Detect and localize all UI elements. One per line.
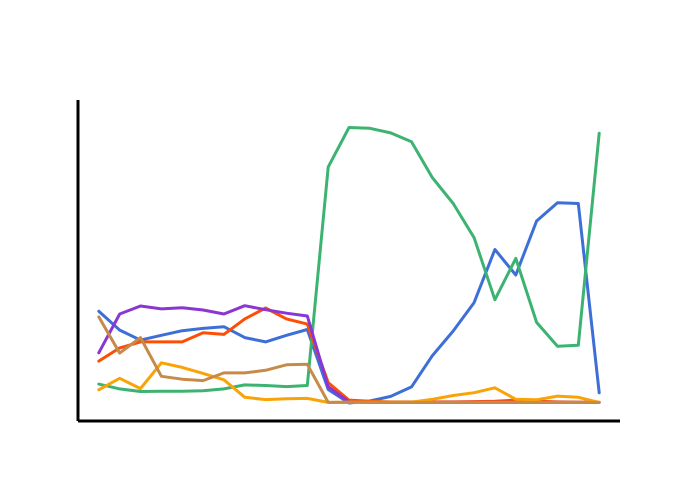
series-line-2 [97, 126, 601, 393]
series-line-1 [97, 201, 601, 405]
series-line-4 [97, 304, 601, 404]
series-line-5 [97, 361, 601, 404]
series-line-6 [97, 315, 601, 404]
series-line-3 [97, 306, 601, 404]
series-layer [97, 126, 601, 405]
